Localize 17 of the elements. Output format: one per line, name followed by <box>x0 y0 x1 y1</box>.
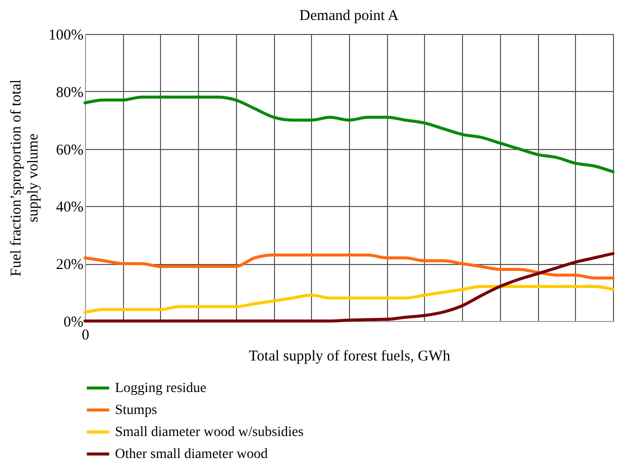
line-series <box>84 285 614 314</box>
x-tick-label: 0 <box>82 328 90 344</box>
y-axis-title: Fuel fraction’sproportion of total supply volume <box>8 79 42 277</box>
y-tick-label: 80% <box>56 84 84 101</box>
legend-label: Other small diameter wood <box>115 447 268 462</box>
chart-title: Demand point A <box>299 8 399 24</box>
legend-label: Logging residue <box>115 381 206 396</box>
y-tick-label: 60% <box>56 142 84 158</box>
y-tick-label: 20% <box>56 257 84 274</box>
y-tick-label: 40% <box>56 200 84 216</box>
legend-label: Stumps <box>115 403 158 418</box>
line-series <box>84 253 614 280</box>
line-series <box>84 96 614 174</box>
legend-label: Small diameter wood w/subsidies <box>115 425 304 440</box>
y-tick-label: 0% <box>64 314 84 330</box>
y-tick-label: 100% <box>48 28 84 44</box>
x-axis-title: Total supply of forest fuels, GWh <box>248 348 451 364</box>
